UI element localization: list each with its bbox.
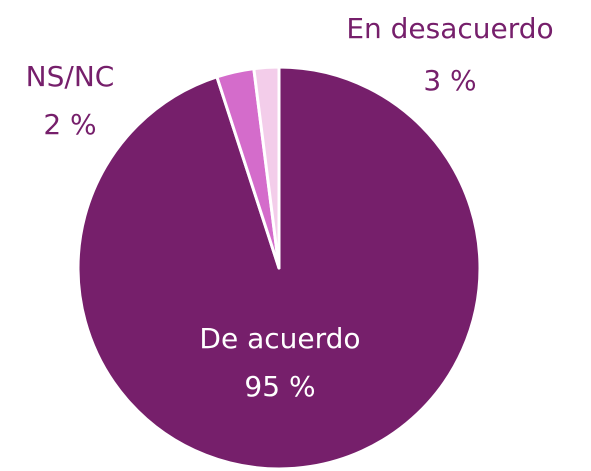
slice-label: En desacuerdo [346, 12, 553, 45]
slice-label: NS/NC [26, 60, 115, 93]
slice-value: 95 % [244, 370, 315, 403]
slice-value: 3 % [423, 64, 476, 97]
slice-value: 2 % [43, 108, 96, 141]
pie-slice [252, 65, 281, 270]
slice-label: De acuerdo [199, 322, 360, 355]
